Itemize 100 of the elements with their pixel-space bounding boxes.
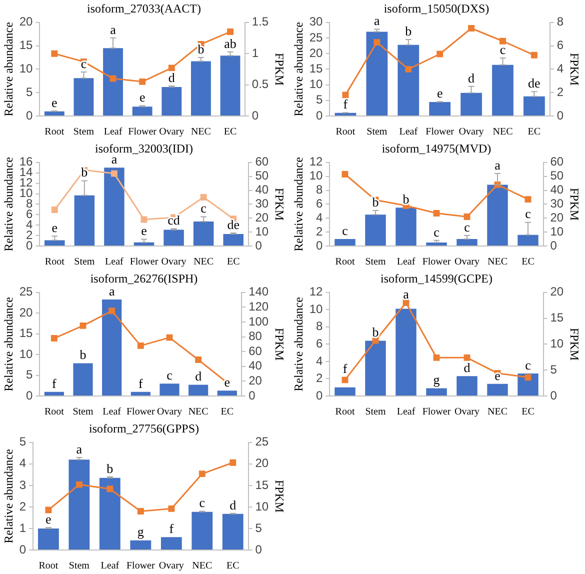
x-tick-label: Flower [126,406,156,418]
point [342,92,349,98]
point [168,64,175,72]
y-tick-label: 8 [316,319,324,334]
y-tick-label: 0 [26,388,34,402]
point [524,196,532,203]
bar [160,384,180,396]
annotation: e [436,86,443,101]
bar [398,44,420,116]
annotation: ab [224,36,236,51]
point [110,170,118,177]
bar [188,384,208,396]
bar [68,460,90,550]
x-tick-label: Ovary [159,126,184,138]
chart-title: isoform_15050(DXS) [384,1,490,16]
y-tick-label: 6 [316,196,324,211]
point [45,506,52,514]
chart-title: isoform_14599(GCPE) [380,271,492,286]
y-tick-label: 15 [19,326,34,340]
annotation: f [343,96,348,112]
annotation: c [525,357,532,372]
point [51,206,58,213]
bar [487,184,508,246]
y2-tick-label: 30 [255,196,269,211]
x-tick-label: Ovary [158,560,184,572]
y-tick-label: 0 [316,108,324,122]
y-tick-label: 5 [19,434,26,449]
y2-tick-label: 0 [252,108,259,122]
y-tick-label: 2 [316,371,324,386]
y-tick-label: 15 [309,62,324,76]
y2-tick-label: 0 [550,388,558,402]
bar [160,537,182,550]
annotation: a [374,13,380,28]
y2-tick-label: 8 [556,14,564,29]
y2-axis-title: FPKM [568,328,582,361]
x-tick-label: Root [44,406,64,418]
bar [130,392,150,396]
bar [365,214,386,246]
point [137,508,144,514]
x-tick-label: Flower [128,126,158,138]
x-tick-label: Leaf [396,256,416,268]
x-tick-label: Stem [74,256,95,268]
y-tick-label: 1 [19,520,26,535]
x-tick-label: Ovary [454,256,480,268]
x-tick-label: Ovary [454,406,480,418]
annotation: f [169,521,174,536]
x-tick-label: Flower [426,126,455,138]
y2-axis-title: FPKM [272,328,287,361]
annotation: f [52,376,57,391]
bar [132,106,152,116]
annotation: e [141,223,148,238]
y2-tick-label: 0 [255,542,262,556]
y-tick-label: 12 [309,154,324,169]
bar [164,230,184,246]
x-tick-label: Leaf [399,126,418,138]
bar [220,56,240,116]
annotation: g [433,372,440,388]
x-tick-label: Stem [365,256,386,268]
bar [74,78,94,116]
point [140,216,148,223]
point [230,459,236,466]
annotation: de [528,76,541,91]
point [464,354,470,361]
annotation: b [80,347,86,362]
annotation: b [106,460,114,476]
y2-tick-label: 6 [556,38,564,52]
y-tick-label: 5 [26,84,34,99]
bar [456,376,478,396]
chart-title: isoform_27033(AACT) [87,1,201,16]
bar [492,64,514,116]
x-tick-label: Root [335,256,355,268]
y-tick-label: 12 [309,284,324,299]
y-tick-label: 0 [26,108,34,122]
y-tick-label: 20 [309,46,324,60]
annotation: f [138,376,144,391]
x-tick-label: Ovary [156,406,182,418]
y-tick-label: 6 [316,336,324,351]
bar [365,340,386,396]
y-tick-label: 25 [309,30,324,44]
bar [518,234,538,246]
point [200,194,207,200]
x-tick-label: Root [335,406,355,418]
y-tick-label: 4 [316,210,324,224]
bar [99,478,120,550]
y-tick-label: 20 [19,305,34,320]
point [80,322,86,329]
y-tick-label: 0 [316,238,324,252]
y2-axis-title: FPKM [272,188,287,221]
point [464,214,470,220]
annotation: e [139,90,146,105]
x-tick-label: EC [220,406,234,418]
x-tick-label: EC [522,406,535,418]
annotation: d [195,368,202,384]
annotation: c [434,224,440,240]
point [524,374,532,381]
y-axis-title: Relative abundance [291,297,306,392]
y2-tick-label: 40 [248,358,262,373]
y2-tick-label: 30 [550,196,564,211]
y-axis-title: Relative abundance [1,297,16,392]
annotation: a [494,157,501,172]
